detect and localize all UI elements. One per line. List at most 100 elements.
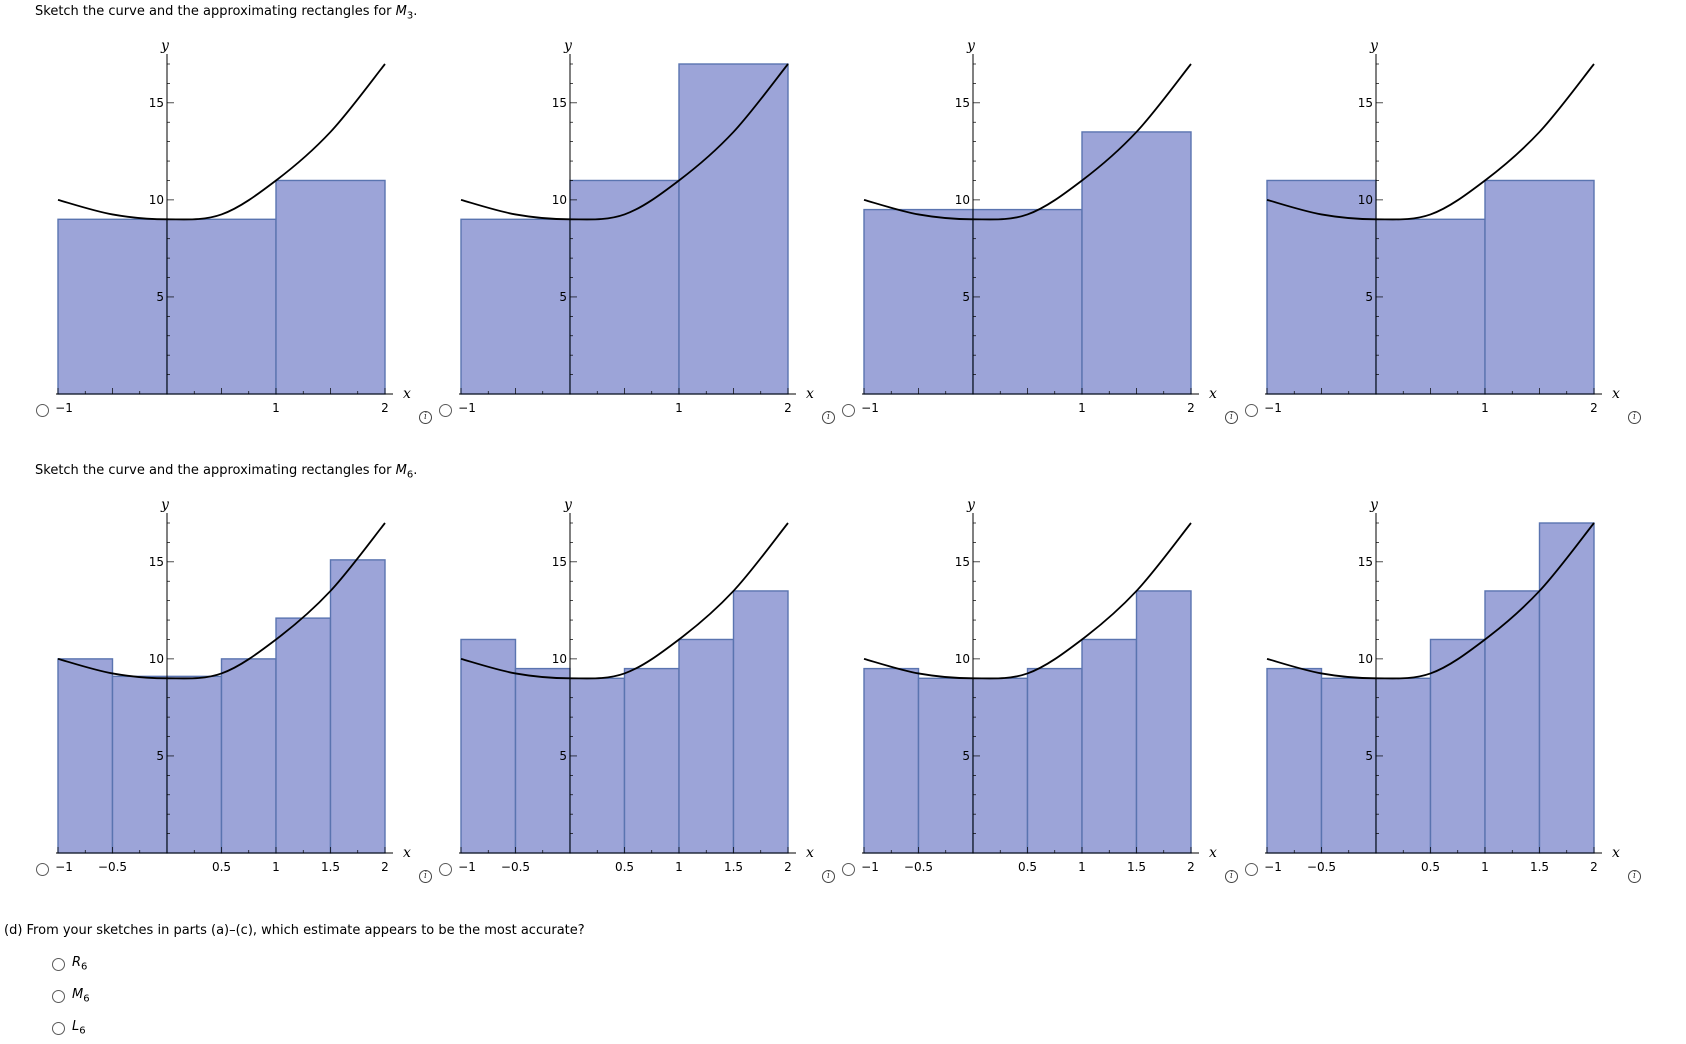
approx-rect-0: [57, 658, 114, 854]
m3-option-4-plot: 5 10 15 −1 1 2x y: [1264, 38, 1620, 415]
y-tick-label: 5: [1365, 290, 1373, 304]
approx-rect-2: [1375, 677, 1432, 854]
x-axis-label: x: [1209, 845, 1217, 861]
x-tick-label: 1: [272, 401, 280, 415]
approx-rect-3: [623, 667, 680, 854]
x-tick-label: 1: [675, 860, 683, 874]
info-icon[interactable]: i: [1628, 870, 1641, 883]
approx-rect-2: [678, 63, 789, 395]
y-axis-label: y: [1369, 38, 1379, 54]
info-icon[interactable]: i: [419, 411, 432, 424]
approx-rect-0: [1266, 179, 1377, 395]
x-tick-label: 2: [784, 401, 792, 415]
x-tick-label: 1.5: [1530, 860, 1549, 874]
approx-rect-2: [569, 677, 626, 854]
x-tick-label: 1: [1078, 860, 1086, 874]
x-tick-label: −1: [458, 860, 476, 874]
y-tick-label: 10: [1358, 193, 1373, 207]
x-tick-label: 2: [1187, 401, 1195, 415]
approx-rect-0: [57, 218, 168, 395]
x-tick-label: 0.5: [1018, 860, 1037, 874]
y-tick-label: 15: [1358, 555, 1373, 569]
answer-m6-radio[interactable]: [52, 990, 65, 1003]
y-tick-label: 5: [156, 749, 164, 763]
approx-rect-2: [166, 675, 223, 854]
y-axis-label: y: [966, 38, 976, 54]
function-curve: [460, 522, 789, 680]
info-icon[interactable]: i: [1225, 870, 1238, 883]
m3-option-4-radio[interactable]: [1245, 404, 1258, 417]
approx-rect-1: [514, 667, 571, 854]
x-tick-label: −1: [1264, 401, 1282, 415]
x-tick-label: 2: [784, 860, 792, 874]
approx-rect-3: [1026, 667, 1083, 854]
y-tick-label: 5: [962, 749, 970, 763]
x-tick-label: −1: [861, 860, 879, 874]
info-icon[interactable]: i: [1628, 411, 1641, 424]
y-tick-label: 10: [149, 193, 164, 207]
x-tick-label: −1: [458, 401, 476, 415]
approx-rect-0: [863, 208, 974, 395]
m6-option-4-plot: 5 10 15 −1 −0.5 0.5 1 1.5 2x y: [1264, 497, 1620, 874]
approx-rect-2: [1081, 131, 1192, 395]
approx-rect-0: [863, 667, 920, 854]
m3-option-3-plot: 5 10 15 −1 1 2x y: [861, 38, 1217, 415]
x-tick-label: 2: [381, 401, 389, 415]
m6-option-1-radio[interactable]: [36, 863, 49, 876]
function-curve: [1266, 63, 1595, 221]
x-axis-label: x: [1209, 386, 1217, 402]
function-curve: [57, 63, 386, 221]
approx-rect-1: [111, 675, 168, 854]
approx-rect-5: [1538, 522, 1595, 854]
approx-rect-4: [678, 638, 735, 854]
x-axis-label: x: [1612, 845, 1620, 861]
question-d: (d) From your sketches in parts (a)–(c),…: [4, 923, 585, 938]
x-tick-label: 0.5: [1421, 860, 1440, 874]
y-tick-label: 15: [552, 555, 567, 569]
x-tick-label: −1: [55, 401, 73, 415]
approx-rect-2: [972, 677, 1029, 854]
answer-l6-label: L6: [72, 1019, 86, 1037]
m3-option-3-radio[interactable]: [842, 404, 855, 417]
m3-option-2-radio[interactable]: [439, 404, 452, 417]
info-icon[interactable]: i: [822, 411, 835, 424]
y-tick-label: 15: [1358, 96, 1373, 110]
info-icon[interactable]: i: [822, 870, 835, 883]
x-axis-label: x: [806, 386, 814, 402]
m6-option-1-plot: 5 10 15 −1 −0.5 0.5 1 1.5 2x y: [55, 497, 411, 874]
answer-l6-radio[interactable]: [52, 1022, 65, 1035]
m6-option-4-radio[interactable]: [1245, 863, 1258, 876]
y-tick-label: 5: [962, 290, 970, 304]
info-icon[interactable]: i: [419, 870, 432, 883]
y-tick-label: 15: [149, 96, 164, 110]
x-tick-label: 1: [675, 401, 683, 415]
y-tick-label: 5: [559, 290, 567, 304]
m3-option-1-plot: 5 10 15 −1 1 2x y: [55, 38, 411, 415]
function-curve: [1266, 522, 1595, 680]
x-tick-label: 2: [381, 860, 389, 874]
approx-rect-5: [329, 559, 386, 854]
approx-rect-1: [972, 208, 1083, 395]
m6-option-2-radio[interactable]: [439, 863, 452, 876]
y-axis-label: y: [563, 38, 573, 54]
answer-r6-radio[interactable]: [52, 958, 65, 971]
answer-m6-label: M6: [72, 987, 90, 1005]
info-icon[interactable]: i: [1225, 411, 1238, 424]
m3-option-2-plot: 5 10 15 −1 1 2x y: [458, 38, 814, 415]
m3-option-1-radio[interactable]: [36, 404, 49, 417]
m6-option-3-radio[interactable]: [842, 863, 855, 876]
approx-rect-5: [732, 590, 789, 854]
approx-rect-2: [275, 179, 386, 395]
approx-rect-1: [917, 677, 974, 854]
y-axis-label: y: [1369, 497, 1379, 513]
m6-option-2-plot: 5 10 15 −1 −0.5 0.5 1 1.5 2x y: [458, 497, 814, 874]
y-tick-label: 5: [156, 290, 164, 304]
x-tick-label: −1: [1264, 860, 1282, 874]
x-axis-label: x: [403, 845, 411, 861]
function-curve: [863, 63, 1192, 221]
y-axis-label: y: [160, 38, 170, 54]
approx-rect-2: [1484, 179, 1595, 395]
y-tick-label: 5: [559, 749, 567, 763]
x-tick-label: 0.5: [615, 860, 634, 874]
approx-rect-1: [1375, 218, 1486, 395]
